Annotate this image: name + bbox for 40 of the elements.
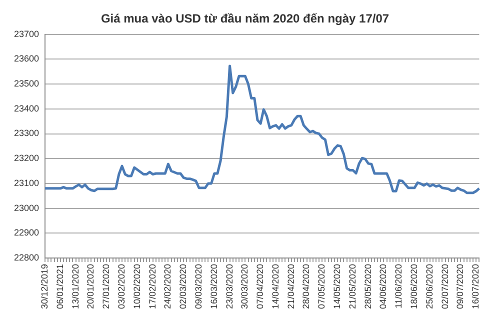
y-tick-label: 23000 [14,202,40,213]
x-tick-label: 21/05/2020 [347,264,358,310]
x-tick-label: 17/02/2020 [147,264,158,310]
x-tick-label: 07/04/2020 [255,264,266,310]
x-tick-label: 14/05/2020 [332,264,342,310]
y-tick-label: 23700 [14,28,40,39]
x-tick-label: 07/05/2020 [316,264,327,310]
x-tick-label: 09/03/2020 [193,264,204,310]
x-tick-label: 02/03/2020 [178,264,188,310]
x-tick-label: 30/03/2020 [240,264,250,310]
x-tick-label: 20/01/2020 [86,264,96,310]
x-tick-label: 28/05/2020 [362,264,373,310]
y-tick-label: 23400 [14,103,40,114]
x-tick-label: 16/03/2020 [208,264,219,310]
x-tick-label: 16/07/2020 [470,264,481,310]
x-tick-label: 11/06/2020 [394,264,404,308]
x-tick-label: 14/04/2020 [270,264,280,310]
chart-title: Giá mua vào USD từ đầu năm 2020 đến ngày 17/07 [100,12,390,26]
x-tick-label: 02/07/2020 [440,264,450,310]
x-tick-label: 06/01/2021 [54,264,65,310]
y-tick-label: 23100 [14,178,40,188]
x-tick-label: 03/02/2020 [116,264,126,310]
y-tick-label: 23600 [14,54,40,64]
x-tick-label: 24/02/2020 [162,264,173,310]
x-tick-label: 25/06/2020 [424,264,434,310]
y-tick-label: 23300 [14,128,40,138]
y-tick-label: 23200 [14,153,40,164]
x-tick-label: 30/12/2019 [40,264,50,310]
x-tick-label: 28/04/2020 [301,264,312,310]
x-tick-label: 04/06/2020 [378,264,388,310]
x-tick-label: 09/07/2020 [455,264,466,310]
y-tick-label: 22900 [14,228,40,238]
y-tick-label: 23500 [14,78,40,89]
x-tick-label: 27/01/2020 [101,264,112,310]
x-tick-label: 18/06/2020 [409,264,420,310]
y-tick-label: 22800 [14,252,40,262]
x-tick-label: 21/04/2020 [286,264,296,310]
x-tick-label: 23/03/2020 [224,264,234,310]
x-tick-label: 10/02/2020 [132,264,142,310]
x-tick-label: 13/01/2020 [70,264,80,310]
